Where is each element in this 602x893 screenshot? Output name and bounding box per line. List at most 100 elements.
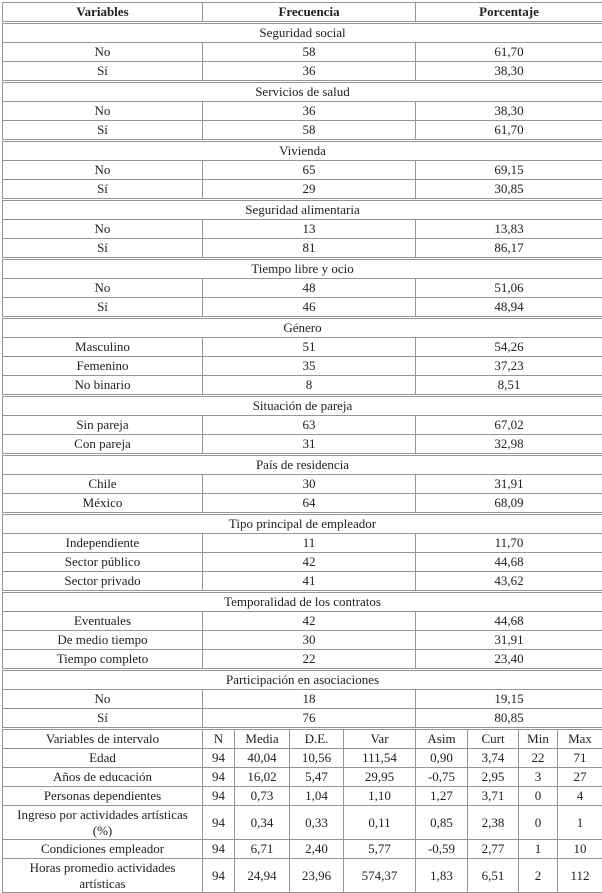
frequency-cell: 81 — [203, 239, 416, 259]
interval-header-cell: D.E. — [290, 729, 344, 749]
section-title: Vivienda — [3, 141, 602, 161]
percentage-cell: 31,91 — [416, 475, 602, 494]
section-title: Temporalidad de los contratos — [3, 592, 602, 612]
section-title-row: Género — [3, 318, 602, 338]
interval-stat-cell: 94 — [203, 787, 235, 806]
interval-stat-cell: 0,73 — [235, 787, 290, 806]
category-cell: Sector privado — [3, 572, 203, 592]
percentage-cell: 69,15 — [416, 161, 602, 180]
percentage-cell: 48,94 — [416, 298, 602, 318]
category-cell: No — [3, 220, 203, 239]
interval-stat-cell: -0,59 — [416, 840, 468, 859]
interval-stat-cell: 16,02 — [235, 768, 290, 787]
interval-stat-cell: 3,71 — [468, 787, 519, 806]
frequency-cell: 48 — [203, 279, 416, 298]
interval-stat-cell: 0,11 — [344, 806, 416, 840]
category-cell: México — [3, 494, 203, 514]
percentage-cell: 38,30 — [416, 102, 602, 121]
category-cell: Femenino — [3, 357, 203, 376]
section-title: Tiempo libre y ocio — [3, 259, 602, 279]
category-cell: No — [3, 102, 203, 121]
interval-variable-name: Edad — [3, 749, 203, 768]
category-cell: No — [3, 279, 203, 298]
table-header-row: Variables Frecuencia Porcentaje — [3, 3, 602, 23]
interval-header-cell: Max — [558, 729, 602, 749]
frequency-cell: 11 — [203, 534, 416, 553]
interval-stat-cell: 10 — [558, 840, 602, 859]
section-title-row: Temporalidad de los contratos — [3, 592, 602, 612]
percentage-cell: 13,83 — [416, 220, 602, 239]
category-cell: No — [3, 161, 203, 180]
frequency-cell: 13 — [203, 220, 416, 239]
section-title-row: Participación en asociaciones — [3, 670, 602, 690]
section-title: Seguridad alimentaria — [3, 200, 602, 220]
interval-header-cell: Asim — [416, 729, 468, 749]
category-cell: Masculino — [3, 338, 203, 357]
interval-stat-cell: 0,85 — [416, 806, 468, 840]
category-cell: Sí — [3, 180, 203, 200]
section-title-row: Seguridad social — [3, 23, 602, 43]
percentage-cell: 80,85 — [416, 709, 602, 729]
interval-header-cell: Media — [235, 729, 290, 749]
category-cell: Tiempo completo — [3, 650, 203, 670]
frequency-cell: 29 — [203, 180, 416, 200]
section-title: Seguridad social — [3, 23, 602, 43]
interval-header-cell: Min — [519, 729, 558, 749]
frequency-cell: 42 — [203, 612, 416, 631]
interval-header-cell: N — [203, 729, 235, 749]
interval-stat-cell: 0,34 — [235, 806, 290, 840]
category-cell: Sin pareja — [3, 416, 203, 435]
frequency-cell: 51 — [203, 338, 416, 357]
section-title-row: Seguridad alimentaria — [3, 200, 602, 220]
percentage-cell: 32,98 — [416, 435, 602, 455]
frequency-cell: 63 — [203, 416, 416, 435]
percentage-cell: 30,85 — [416, 180, 602, 200]
category-cell: Sí — [3, 62, 203, 82]
section-title-row: Tipo principal de empleador — [3, 514, 602, 534]
category-cell: No — [3, 690, 203, 709]
interval-stat-cell: 2,40 — [290, 840, 344, 859]
interval-stat-cell: 6,71 — [235, 840, 290, 859]
frequency-cell: 58 — [203, 121, 416, 141]
interval-stat-cell: 10,56 — [290, 749, 344, 768]
percentage-cell: 68,09 — [416, 494, 602, 514]
interval-stat-cell: 94 — [203, 749, 235, 768]
percentage-cell: 43,62 — [416, 572, 602, 592]
percentage-cell: 37,23 — [416, 357, 602, 376]
interval-stat-cell: -0,75 — [416, 768, 468, 787]
frequency-cell: 35 — [203, 357, 416, 376]
percentage-cell: 61,70 — [416, 121, 602, 141]
category-cell: Sector público — [3, 553, 203, 572]
interval-stat-cell: 3,74 — [468, 749, 519, 768]
section-title: Participación en asociaciones — [3, 670, 602, 690]
interval-stat-cell: 3 — [519, 768, 558, 787]
category-cell: No binario — [3, 376, 203, 396]
interval-stat-cell: 1,04 — [290, 787, 344, 806]
percentage-cell: 31,91 — [416, 631, 602, 650]
section-title-row: Servicios de salud — [3, 82, 602, 102]
percentage-cell: 86,17 — [416, 239, 602, 259]
percentage-cell: 44,68 — [416, 612, 602, 631]
interval-stat-cell: 0 — [519, 787, 558, 806]
interval-stat-cell: 1,27 — [416, 787, 468, 806]
category-cell: Sí — [3, 121, 203, 141]
interval-stat-cell: 1,10 — [344, 787, 416, 806]
frequency-cell: 46 — [203, 298, 416, 318]
percentage-cell: 61,70 — [416, 43, 602, 62]
interval-header-cell: Var — [344, 729, 416, 749]
section-title-row: Vivienda — [3, 141, 602, 161]
frequency-cell: 42 — [203, 553, 416, 572]
category-cell: Sí — [3, 298, 203, 318]
frequency-cell: 64 — [203, 494, 416, 514]
